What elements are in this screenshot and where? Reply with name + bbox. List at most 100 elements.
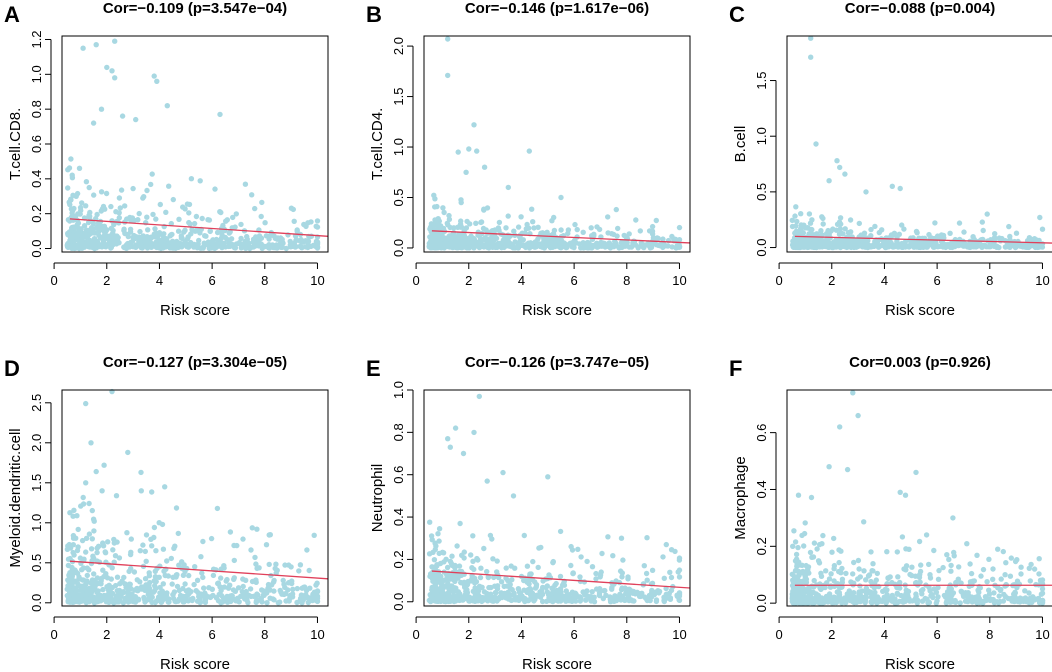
data-point xyxy=(469,565,475,571)
data-point xyxy=(948,562,954,569)
data-point-outlier xyxy=(850,390,856,396)
data-point xyxy=(549,585,555,591)
data-point xyxy=(91,528,97,534)
data-point xyxy=(668,574,675,581)
data-point xyxy=(148,244,155,250)
data-point xyxy=(95,580,101,587)
data-point xyxy=(1011,592,1017,599)
data-point xyxy=(831,535,837,542)
data-point xyxy=(521,577,527,584)
data-point xyxy=(185,234,191,240)
data-point xyxy=(233,211,239,217)
data-point xyxy=(144,236,151,242)
data-point xyxy=(130,185,136,192)
regression-line xyxy=(794,235,1052,244)
data-point xyxy=(66,583,73,590)
x-tick-label: 8 xyxy=(986,273,993,288)
data-point xyxy=(599,550,605,557)
data-point xyxy=(214,229,221,236)
x-tick-label: 0 xyxy=(50,273,57,288)
data-point xyxy=(1036,571,1042,577)
data-point xyxy=(986,556,992,562)
data-point xyxy=(466,241,472,248)
data-point xyxy=(307,585,313,591)
x-axis: 0 2 4 6 8 10 xyxy=(412,616,687,642)
data-point xyxy=(68,156,74,162)
data-point xyxy=(870,561,876,567)
data-point-outlier xyxy=(995,546,1001,552)
data-point xyxy=(808,230,815,237)
data-point xyxy=(587,595,593,601)
data-point xyxy=(118,593,124,600)
data-point xyxy=(790,241,796,247)
data-point xyxy=(69,225,75,231)
data-point xyxy=(202,599,209,605)
data-point-outlier xyxy=(618,535,625,541)
data-point xyxy=(232,224,238,230)
data-point xyxy=(602,587,608,594)
data-point xyxy=(95,240,101,247)
data-point xyxy=(992,231,998,237)
data-point xyxy=(861,568,867,574)
data-point xyxy=(200,538,206,545)
data-point xyxy=(122,203,128,209)
data-point-outlier xyxy=(162,484,168,490)
data-point xyxy=(89,507,96,514)
data-point xyxy=(578,245,584,251)
data-point xyxy=(152,226,158,232)
data-point xyxy=(552,236,559,243)
x-axis-label: Risk score xyxy=(522,302,592,319)
data-point xyxy=(513,597,519,603)
data-point xyxy=(881,597,888,603)
data-point xyxy=(1012,244,1019,251)
plot-frame xyxy=(786,35,1052,253)
panel-b: B Cor=−0.146 (p=1.617e−06) 0 2 4 6 8 10 0.0 0.5 1.… xyxy=(366,0,691,319)
data-point xyxy=(449,553,455,559)
data-point xyxy=(242,596,248,602)
y-tick-label: 1.5 xyxy=(391,88,406,106)
data-point xyxy=(676,597,682,603)
data-point xyxy=(876,598,882,605)
data-point xyxy=(524,221,530,228)
data-point-outlier xyxy=(217,111,223,118)
data-point xyxy=(191,581,197,588)
data-point xyxy=(206,217,213,223)
data-point xyxy=(444,235,451,241)
data-point xyxy=(820,532,826,539)
data-point xyxy=(127,598,133,604)
data-point xyxy=(1037,577,1044,583)
data-point xyxy=(802,572,809,578)
scatter-points xyxy=(64,38,321,252)
data-point xyxy=(143,558,149,564)
data-point xyxy=(618,586,625,593)
data-point xyxy=(468,578,474,584)
data-point xyxy=(138,488,144,494)
data-point xyxy=(141,594,147,601)
x-tick-label: 10 xyxy=(1035,273,1049,288)
data-point xyxy=(580,240,586,246)
data-point xyxy=(153,598,160,604)
data-point xyxy=(903,567,909,573)
data-point xyxy=(128,536,134,542)
panel-letter: B xyxy=(366,2,382,27)
data-point xyxy=(434,203,440,210)
data-point xyxy=(475,232,481,238)
data-point xyxy=(478,219,484,226)
data-point xyxy=(836,568,842,575)
data-point-outlier xyxy=(138,469,144,476)
data-point xyxy=(430,222,436,229)
data-point xyxy=(254,591,260,597)
panel-letter: F xyxy=(729,356,742,381)
data-point xyxy=(798,222,804,228)
data-point xyxy=(470,558,476,564)
data-point xyxy=(510,244,517,250)
x-tick-label: 10 xyxy=(310,273,324,288)
data-point xyxy=(443,556,449,562)
y-tick-label: 1.0 xyxy=(391,381,406,399)
data-point xyxy=(153,548,159,554)
data-point xyxy=(94,549,100,556)
data-point xyxy=(960,243,967,249)
data-point xyxy=(105,539,111,545)
data-point xyxy=(151,524,158,531)
data-point xyxy=(902,244,908,250)
